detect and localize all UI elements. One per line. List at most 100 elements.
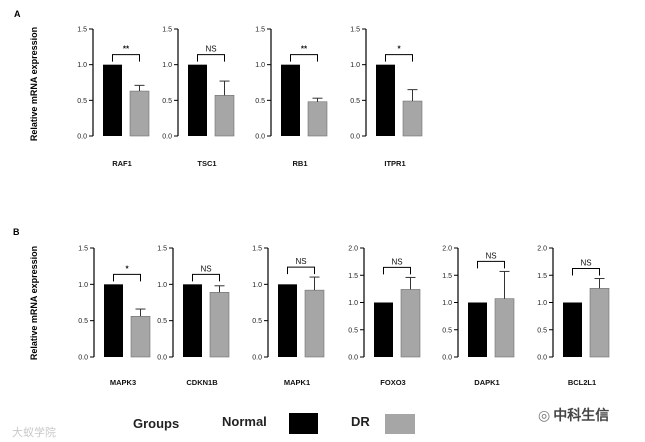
y-tick-label-cdkn1b: 0.5 (157, 318, 167, 325)
y-tick-label-rb1: 0.0 (255, 134, 265, 141)
y-axis-title-b: Relative mRNA expression (29, 246, 39, 360)
sig-label-tsc1: NS (205, 45, 216, 54)
sig-bracket-raf1 (112, 54, 140, 62)
bar-normal-foxo3 (374, 302, 393, 357)
y-tick-label-bcl2l1: 1.0 (537, 300, 547, 307)
gene-label-mapk1: MAPK1 (284, 378, 310, 387)
gene-label-rb1: RB1 (292, 159, 307, 168)
y-tick-label-mapk1: 0.0 (252, 355, 262, 362)
y-tick-label-raf1: 1.5 (77, 27, 87, 34)
gene-label-foxo3: FOXO3 (380, 378, 405, 387)
legend-label-normal: Normal (222, 414, 267, 429)
bar-dr-cdkn1b (209, 292, 230, 358)
bar-normal-mapk3 (104, 284, 123, 357)
sig-bracket-itpr1 (385, 54, 413, 62)
wechat-icon: ◎ (538, 408, 551, 424)
y-tick-label-foxo3: 1.5 (348, 273, 358, 280)
y-tick-label-rb1: 0.5 (255, 98, 265, 105)
y-tick-label-bcl2l1: 2.0 (537, 246, 547, 253)
sig-label-mapk3: * (125, 264, 129, 273)
sig-bracket-cdkn1b (192, 273, 220, 282)
legend-swatch-normal (289, 413, 318, 434)
sig-bracket-foxo3 (383, 266, 411, 275)
panel-label-a: A (14, 9, 21, 19)
y-tick-label-bcl2l1: 1.5 (537, 273, 547, 280)
watermark-right: ◎ 中科生信 (538, 405, 609, 425)
sig-bracket-tsc1 (197, 54, 225, 62)
y-tick-label-itpr1: 0.5 (350, 98, 360, 105)
sig-label-mapk1: NS (295, 257, 306, 266)
bar-dr-raf1 (129, 90, 150, 137)
y-tick-label-mapk3: 0.5 (78, 318, 88, 325)
legend-title: Groups (133, 416, 179, 431)
y-tick-label-tsc1: 0.5 (162, 98, 172, 105)
panel-label-b: B (13, 227, 20, 237)
y-tick-label-foxo3: 1.0 (348, 300, 358, 307)
y-tick-label-mapk1: 1.0 (252, 282, 262, 289)
y-tick-label-bcl2l1: 0.0 (537, 355, 547, 362)
gene-label-tsc1: TSC1 (197, 159, 216, 168)
y-tick-label-foxo3: 0.5 (348, 327, 358, 334)
y-tick-label-dapk1: 2.0 (442, 246, 452, 253)
y-tick-label-tsc1: 1.0 (162, 62, 172, 69)
y-tick-label-raf1: 1.0 (77, 62, 87, 69)
y-tick-label-tsc1: 0.0 (162, 134, 172, 141)
y-tick-label-rb1: 1.0 (255, 62, 265, 69)
sig-label-foxo3: NS (391, 257, 402, 266)
sig-bracket-dapk1 (477, 260, 505, 269)
y-tick-label-mapk1: 0.5 (252, 318, 262, 325)
gene-label-raf1: RAF1 (112, 159, 132, 168)
bar-normal-mapk1 (278, 284, 297, 357)
y-axis-title-a: Relative mRNA expression (29, 27, 39, 141)
sig-label-dapk1: NS (485, 251, 496, 260)
gene-label-dapk1: DAPK1 (474, 378, 499, 387)
sig-label-raf1: ** (123, 45, 130, 54)
gene-label-itpr1: ITPR1 (384, 159, 405, 168)
sig-label-cdkn1b: NS (200, 264, 211, 273)
y-tick-label-dapk1: 1.5 (442, 273, 452, 280)
watermark-right-text: 中科生信 (553, 408, 610, 424)
y-tick-label-dapk1: 1.0 (442, 300, 452, 307)
bar-normal-raf1 (103, 64, 122, 136)
y-tick-label-cdkn1b: 0.0 (157, 355, 167, 362)
legend-swatch-dr (385, 414, 415, 434)
y-tick-label-mapk3: 1.5 (78, 246, 88, 253)
gene-label-bcl2l1: BCL2L1 (568, 378, 596, 387)
sig-bracket-rb1 (290, 54, 318, 62)
sig-bracket-bcl2l1 (572, 268, 600, 276)
sig-label-itpr1: * (397, 45, 401, 54)
gene-label-mapk3: MAPK3 (110, 378, 136, 387)
bar-normal-bcl2l1 (563, 302, 582, 357)
bar-dr-mapk3 (130, 316, 151, 358)
bar-dr-rb1 (307, 101, 328, 137)
bar-normal-tsc1 (188, 64, 207, 136)
sig-bracket-mapk3 (113, 273, 141, 282)
bar-normal-itpr1 (376, 64, 395, 136)
y-tick-label-tsc1: 1.5 (162, 27, 172, 34)
bar-dr-mapk1 (304, 289, 325, 358)
y-tick-label-itpr1: 1.0 (350, 62, 360, 69)
y-tick-label-foxo3: 0.0 (348, 355, 358, 362)
y-tick-label-bcl2l1: 0.5 (537, 327, 547, 334)
y-tick-label-rb1: 1.5 (255, 27, 265, 34)
y-tick-label-itpr1: 1.5 (350, 27, 360, 34)
y-tick-label-cdkn1b: 1.5 (157, 246, 167, 253)
bar-dr-dapk1 (494, 298, 515, 358)
y-tick-label-foxo3: 2.0 (348, 246, 358, 253)
y-tick-label-raf1: 0.0 (77, 134, 87, 141)
y-tick-label-dapk1: 0.0 (442, 355, 452, 362)
watermark-left: 大蚁学院 (12, 426, 56, 439)
y-tick-label-mapk1: 1.5 (252, 246, 262, 253)
y-tick-label-cdkn1b: 1.0 (157, 282, 167, 289)
y-tick-label-mapk3: 0.0 (78, 355, 88, 362)
sig-label-rb1: ** (301, 45, 308, 54)
sig-bracket-mapk1 (287, 266, 315, 275)
sig-label-bcl2l1: NS (580, 259, 591, 268)
bar-normal-cdkn1b (183, 284, 202, 357)
bar-dr-tsc1 (214, 95, 235, 137)
bar-normal-rb1 (281, 64, 300, 136)
bar-dr-bcl2l1 (589, 288, 610, 358)
gene-label-cdkn1b: CDKN1B (186, 378, 218, 387)
bar-dr-itpr1 (402, 100, 423, 137)
